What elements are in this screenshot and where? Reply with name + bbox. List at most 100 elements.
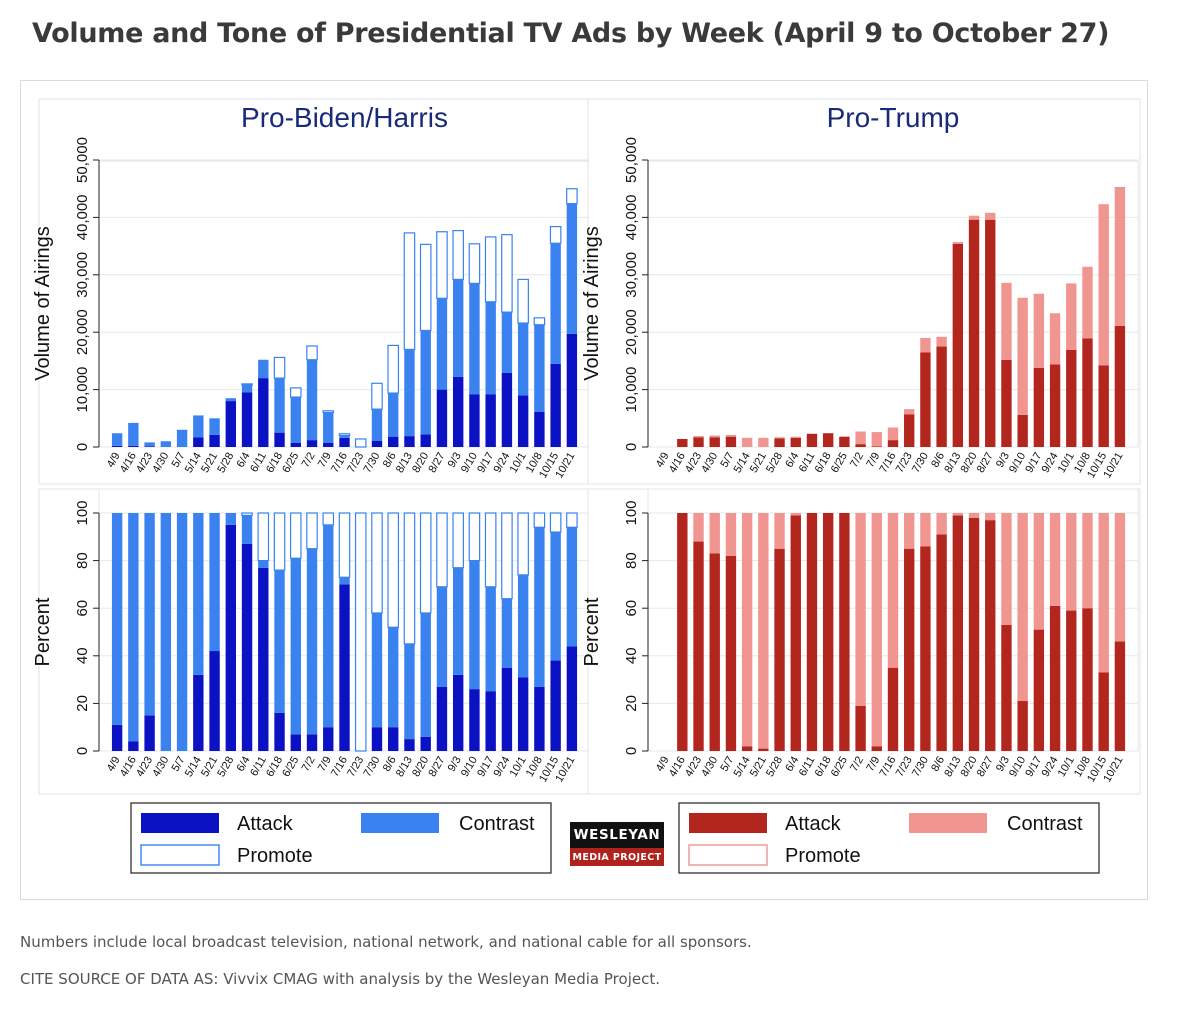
y-axis-label: Volume of Airings: [581, 226, 603, 381]
bar-contrast: [176, 513, 188, 751]
y-tick-label: 60: [623, 600, 640, 617]
bar-contrast: [176, 429, 188, 447]
bar-attack: [241, 392, 253, 447]
bar-attack: [323, 442, 334, 447]
bar-contrast: [709, 435, 720, 438]
bar-contrast: [1001, 513, 1012, 625]
bar-contrast: [904, 513, 915, 549]
y-tick-label: 0: [623, 747, 640, 755]
bar-attack: [306, 440, 318, 447]
bar-contrast: [758, 513, 769, 749]
legend-swatch-promote: [140, 844, 220, 866]
bar-attack: [855, 705, 866, 751]
bar-attack: [469, 689, 480, 751]
bar-promote: [403, 512, 416, 645]
legend-label-attack: Attack: [237, 813, 294, 835]
bar-attack: [952, 243, 964, 447]
y-tick-label: 80: [74, 552, 91, 569]
bar-contrast: [550, 243, 561, 364]
bar-promote: [241, 512, 253, 516]
bar-attack: [709, 553, 720, 751]
bar-attack: [985, 520, 996, 751]
bar-attack: [469, 394, 480, 447]
bar-contrast: [404, 349, 415, 437]
bar-contrast: [209, 418, 220, 435]
bar-attack: [534, 411, 545, 447]
bar-attack: [1114, 641, 1126, 751]
bar-attack: [485, 394, 496, 447]
bar-attack: [144, 446, 155, 447]
bar-attack: [388, 727, 399, 751]
bar-attack: [274, 432, 285, 447]
y-tick-label: 20,000: [623, 309, 640, 355]
legend-swatch-attack: [141, 813, 219, 833]
bar-attack: [128, 741, 139, 751]
chart-canvas: 0 10,000 20,000 30,000 40,000 50,000 Volume of…: [32, 98, 1141, 874]
bar-contrast: [693, 513, 704, 542]
bar-contrast: [936, 336, 947, 347]
bar-attack: [339, 437, 350, 447]
bar-contrast: [193, 415, 204, 438]
bar-contrast: [339, 577, 350, 585]
bar-promote: [289, 387, 302, 398]
bar-attack: [936, 534, 947, 751]
bar-attack: [306, 734, 318, 751]
bar-contrast: [1033, 293, 1045, 368]
bar-contrast: [225, 398, 237, 402]
bar-contrast: [871, 432, 882, 447]
bar-contrast: [952, 242, 964, 244]
bar-attack: [420, 736, 431, 751]
bar-attack: [388, 436, 399, 447]
y-axis-label: Volume of Airings: [32, 226, 54, 381]
bar-promote: [468, 243, 481, 285]
bar-attack: [258, 378, 269, 447]
logo-top-text: WESLEYAN: [570, 822, 664, 848]
bar-promote: [533, 512, 546, 528]
bar-attack: [920, 546, 931, 751]
y-tick-label: 30,000: [74, 252, 91, 298]
bar-promote: [322, 410, 335, 414]
bar-contrast: [388, 393, 399, 437]
bar-promote: [387, 512, 400, 628]
bar-attack: [566, 646, 578, 751]
bar-attack: [725, 555, 737, 751]
footnote-scope: Numbers include local broadcast televisi…: [20, 933, 752, 951]
bar-promote: [419, 512, 432, 614]
bar-contrast: [160, 441, 172, 447]
bar-contrast: [501, 312, 513, 373]
bar-attack: [790, 515, 801, 751]
bar-promote: [533, 317, 546, 326]
bar-contrast: [920, 337, 931, 353]
bar-contrast: [274, 378, 285, 433]
y-tick-label: 10,000: [623, 367, 640, 413]
y-tick-label: 10,000: [74, 367, 91, 413]
bar-promote: [452, 230, 464, 280]
bar-contrast: [725, 513, 737, 556]
page-title: Volume and Tone of Presidential TV Ads b…: [32, 18, 1110, 49]
bar-attack: [274, 712, 285, 751]
bar-contrast: [985, 513, 996, 521]
bar-promote: [371, 382, 383, 410]
bar-attack: [128, 445, 139, 447]
bar-promote: [549, 512, 562, 533]
bar-contrast: [855, 431, 866, 445]
bar-attack: [404, 739, 415, 751]
wesleyan-media-project-logo: WESLEYAN MEDIA PROJECT: [570, 822, 664, 866]
y-tick-label: 20,000: [74, 309, 91, 355]
bar-contrast: [855, 513, 866, 706]
bar-contrast: [566, 203, 578, 334]
bar-promote: [241, 383, 253, 386]
bar-promote: [289, 512, 302, 559]
bar-promote: [306, 345, 318, 361]
bar-contrast: [274, 570, 285, 713]
legend-label-contrast: Contrast: [1007, 813, 1083, 835]
bar-contrast: [534, 324, 545, 412]
bar-contrast: [968, 215, 980, 220]
chart-title: Pro-Trump: [827, 102, 960, 133]
bar-attack: [920, 352, 931, 447]
bar-contrast: [887, 427, 899, 441]
bar-promote: [403, 232, 416, 351]
bar-promote: [501, 234, 513, 313]
bar-attack: [1049, 364, 1061, 447]
bar-contrast: [741, 513, 753, 747]
